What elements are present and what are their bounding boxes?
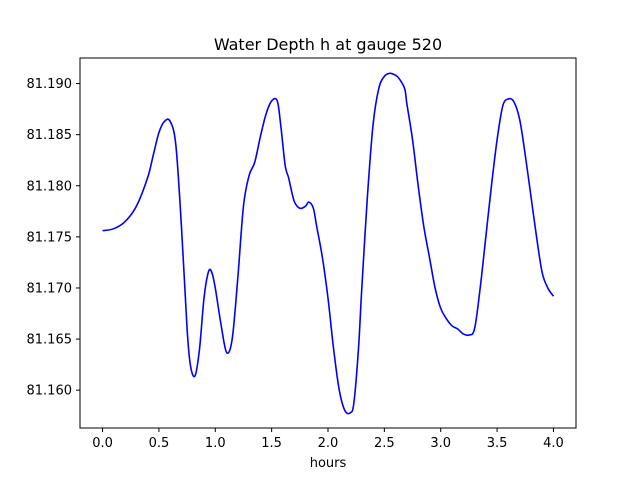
y-tick-label: 81.175 xyxy=(27,230,73,245)
y-tick-label: 81.185 xyxy=(27,128,73,143)
y-tick-label: 81.165 xyxy=(27,333,73,348)
x-tick-label: 3.0 xyxy=(430,436,451,451)
x-tick-label: 2.0 xyxy=(318,436,339,451)
x-tick-label: 0.0 xyxy=(92,436,113,451)
y-tick-label: 81.190 xyxy=(27,77,73,92)
y-axis: 81.160 81.165 81.170 81.175 81.180 81.185 81.1… xyxy=(27,77,80,399)
x-tick-label: 3.5 xyxy=(487,436,508,451)
x-axis: 0.0 0.5 1.0 1.5 2.0 2.5 3.0 3.5 4.0 xyxy=(92,428,564,451)
chart-title: Water Depth h at gauge 520 xyxy=(214,35,442,54)
x-tick-label: 0.5 xyxy=(149,436,170,451)
x-tick-label: 1.5 xyxy=(261,436,282,451)
series-layer xyxy=(102,72,555,415)
x-axis-label: hours xyxy=(310,456,347,471)
y-tick-label: 81.160 xyxy=(27,384,73,399)
y-tick-label: 81.170 xyxy=(27,281,73,296)
y-tick-label: 81.180 xyxy=(27,179,73,194)
x-tick-label: 1.0 xyxy=(205,436,226,451)
x-tick-label: 2.5 xyxy=(374,436,395,451)
x-tick-label: 4.0 xyxy=(543,436,564,451)
series-line-0 xyxy=(102,72,555,415)
